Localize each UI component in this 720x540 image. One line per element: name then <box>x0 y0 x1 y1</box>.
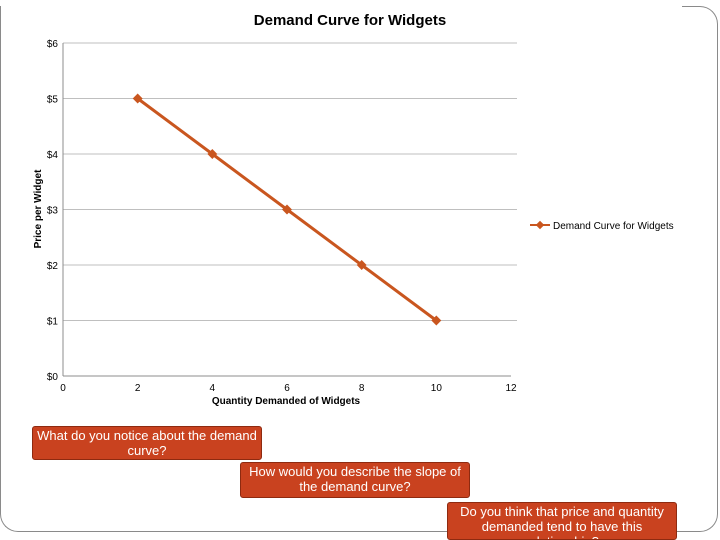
x-tick-label-3: 6 <box>284 383 290 394</box>
y-tick-label-4: $4 <box>47 150 59 161</box>
data-point-0 <box>132 93 143 104</box>
data-point-3 <box>356 260 367 270</box>
y-axis-label: Price per Widget <box>33 169 44 248</box>
x-tick-label-1: 2 <box>135 383 141 394</box>
y-tick-label-0: $0 <box>47 372 59 383</box>
axes <box>62 43 511 377</box>
question-notice-callout: What do you notice about the demand curv… <box>32 426 262 460</box>
legend-swatch-marker <box>535 220 545 230</box>
x-tick-label-0: 0 <box>60 383 66 394</box>
y-tick-label-3: $3 <box>47 206 59 217</box>
data-point-4 <box>431 315 442 326</box>
y-tick-label-5: $5 <box>47 95 59 106</box>
y-tick-labels: $0 $1 $2 $3 $4 $5 $6 <box>47 39 59 383</box>
question-slope-callout: How would you describe the slope of the … <box>240 462 470 498</box>
legend-label: Demand Curve for Widgets <box>553 221 674 232</box>
x-tick-label-6: 12 <box>505 383 517 394</box>
question-relationship-callout: Do you think that price and quantity dem… <box>447 502 677 540</box>
slide-frame-bottom <box>30 531 684 532</box>
x-tick-label-5: 10 <box>431 383 443 394</box>
data-point-2 <box>282 204 292 215</box>
x-axis-label: Quantity Demanded of Widgets <box>212 396 361 407</box>
data-point-1 <box>207 149 218 159</box>
y-tick-label-1: $1 <box>47 317 59 328</box>
y-tick-label-6: $6 <box>47 39 59 50</box>
slide-frame-right <box>682 6 718 532</box>
x-tick-labels: 0 2 4 6 8 10 12 <box>60 383 517 394</box>
chart-title: Demand Curve for Widgets <box>254 12 446 29</box>
legend: Demand Curve for Widgets <box>530 220 674 232</box>
x-tick-label-2: 4 <box>210 383 216 394</box>
grid-lines <box>63 42 517 321</box>
y-tick-label-2: $2 <box>47 261 59 272</box>
series-demand <box>132 93 442 326</box>
x-tick-label-4: 8 <box>359 383 365 394</box>
slide-frame-left <box>0 6 32 532</box>
